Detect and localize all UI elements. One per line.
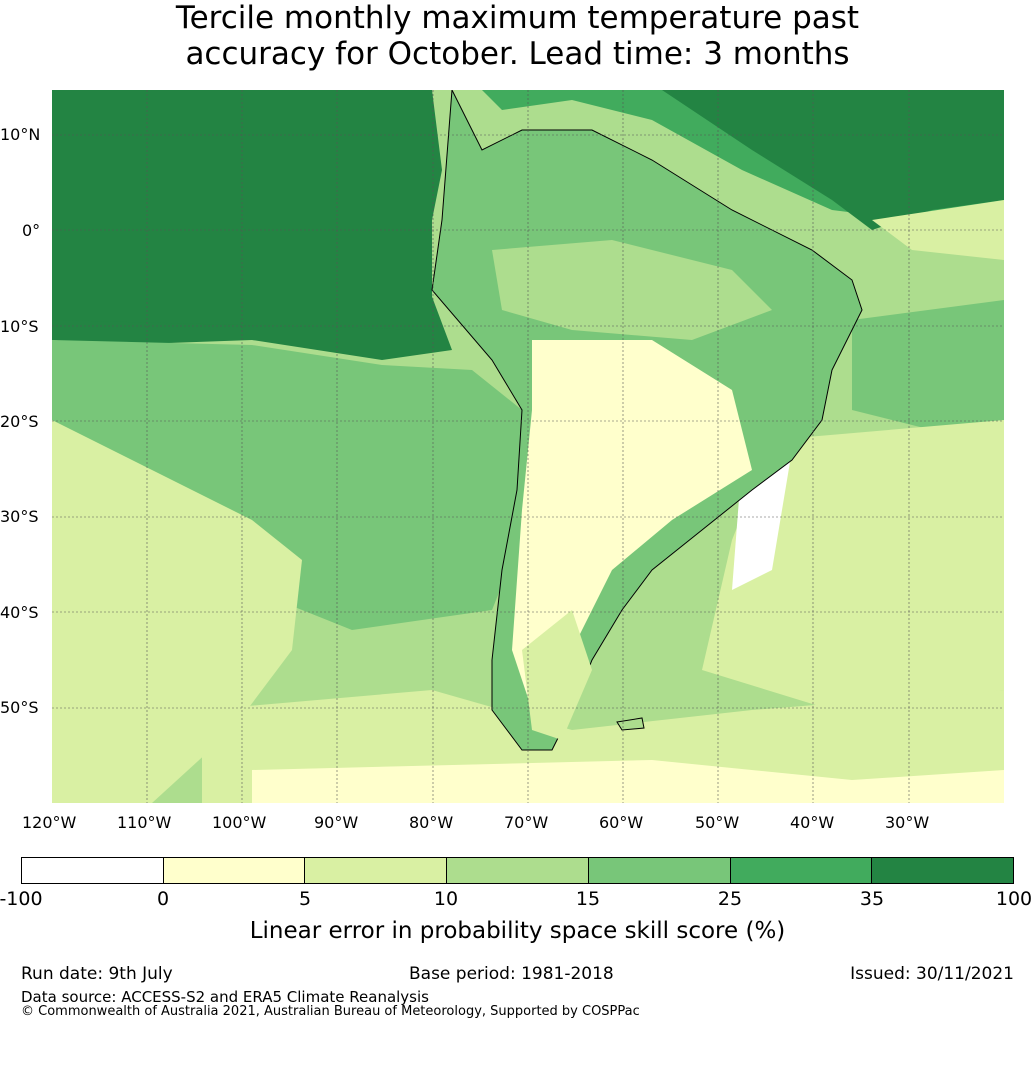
colorbar-label: Linear error in probability space skill …: [249, 918, 786, 944]
southern-ocean-lowest-region: [252, 760, 1004, 803]
lon-label-80w: 80°W: [409, 813, 454, 832]
colorbar-segment: [588, 858, 731, 883]
amazon-mid-region: [492, 240, 772, 340]
colorbar-tick: 10: [433, 888, 459, 910]
colorbar-tick: 5: [298, 888, 312, 910]
title-line-1: Tercile monthly maximum temperature past: [175, 0, 860, 36]
base-period: Base period: 1981-2018: [409, 964, 614, 984]
colorbar-tick: 100: [995, 888, 1033, 910]
lat-label-30s: 30°S: [0, 507, 39, 526]
colorbar-tick: 15: [575, 888, 601, 910]
colorbar-segment: [22, 858, 164, 883]
atlantic-high-skill-region: [662, 90, 1004, 230]
lon-label-40w: 40°W: [790, 813, 835, 832]
south-pacific-mid-region: [52, 340, 532, 630]
colorbar-segment: [305, 858, 448, 883]
skill-score-map: [52, 90, 1004, 803]
lon-label-70w: 70°W: [504, 813, 549, 832]
data-source: Data source: ACCESS-S2 and ERA5 Climate …: [21, 988, 429, 1006]
colorbar-tick: 35: [859, 888, 885, 910]
copyright: © Commonwealth of Australia 2021, Austra…: [21, 1004, 640, 1019]
lon-label-120w: 120°W: [22, 813, 77, 832]
lon-label-60w: 60°W: [599, 813, 644, 832]
chart-title: Tercile monthly maximum temperature past…: [0, 0, 1035, 72]
colorbar-segment: [163, 858, 306, 883]
patagonia-low-region: [522, 610, 592, 740]
lat-label-10s: 10°S: [0, 317, 39, 336]
lon-label-90w: 90°W: [314, 813, 359, 832]
lon-label-50w: 50°W: [695, 813, 740, 832]
issued-date: Issued: 30/11/2021: [850, 964, 1014, 984]
lon-label-110w: 110°W: [117, 813, 172, 832]
title-line-2: accuracy for October. Lead time: 3 month…: [185, 36, 850, 72]
lon-label-30w: 30°W: [885, 813, 930, 832]
run-date: Run date: 9th July: [21, 964, 173, 984]
colorbar-segment: [872, 858, 1014, 883]
colorbar-tick: 25: [717, 888, 743, 910]
lat-label-20s: 20°S: [0, 412, 39, 431]
lat-label-50s: 50°S: [0, 698, 39, 717]
lon-label-100w: 100°W: [212, 813, 267, 832]
colorbar: [21, 857, 1014, 884]
south-atlantic-mid-region: [852, 300, 1004, 430]
lat-label-0: 0°: [22, 221, 41, 240]
map-gridlines: [52, 90, 1004, 803]
colorbar-segment: [730, 858, 873, 883]
falkland-islands: [616, 717, 645, 731]
lat-label-40s: 40°S: [0, 603, 39, 622]
colorbar-tick: -100: [0, 888, 43, 910]
colorbar-segment: [447, 858, 589, 883]
lat-label-10n: 10°N: [0, 125, 41, 144]
colorbar-tick: 0: [156, 888, 170, 910]
